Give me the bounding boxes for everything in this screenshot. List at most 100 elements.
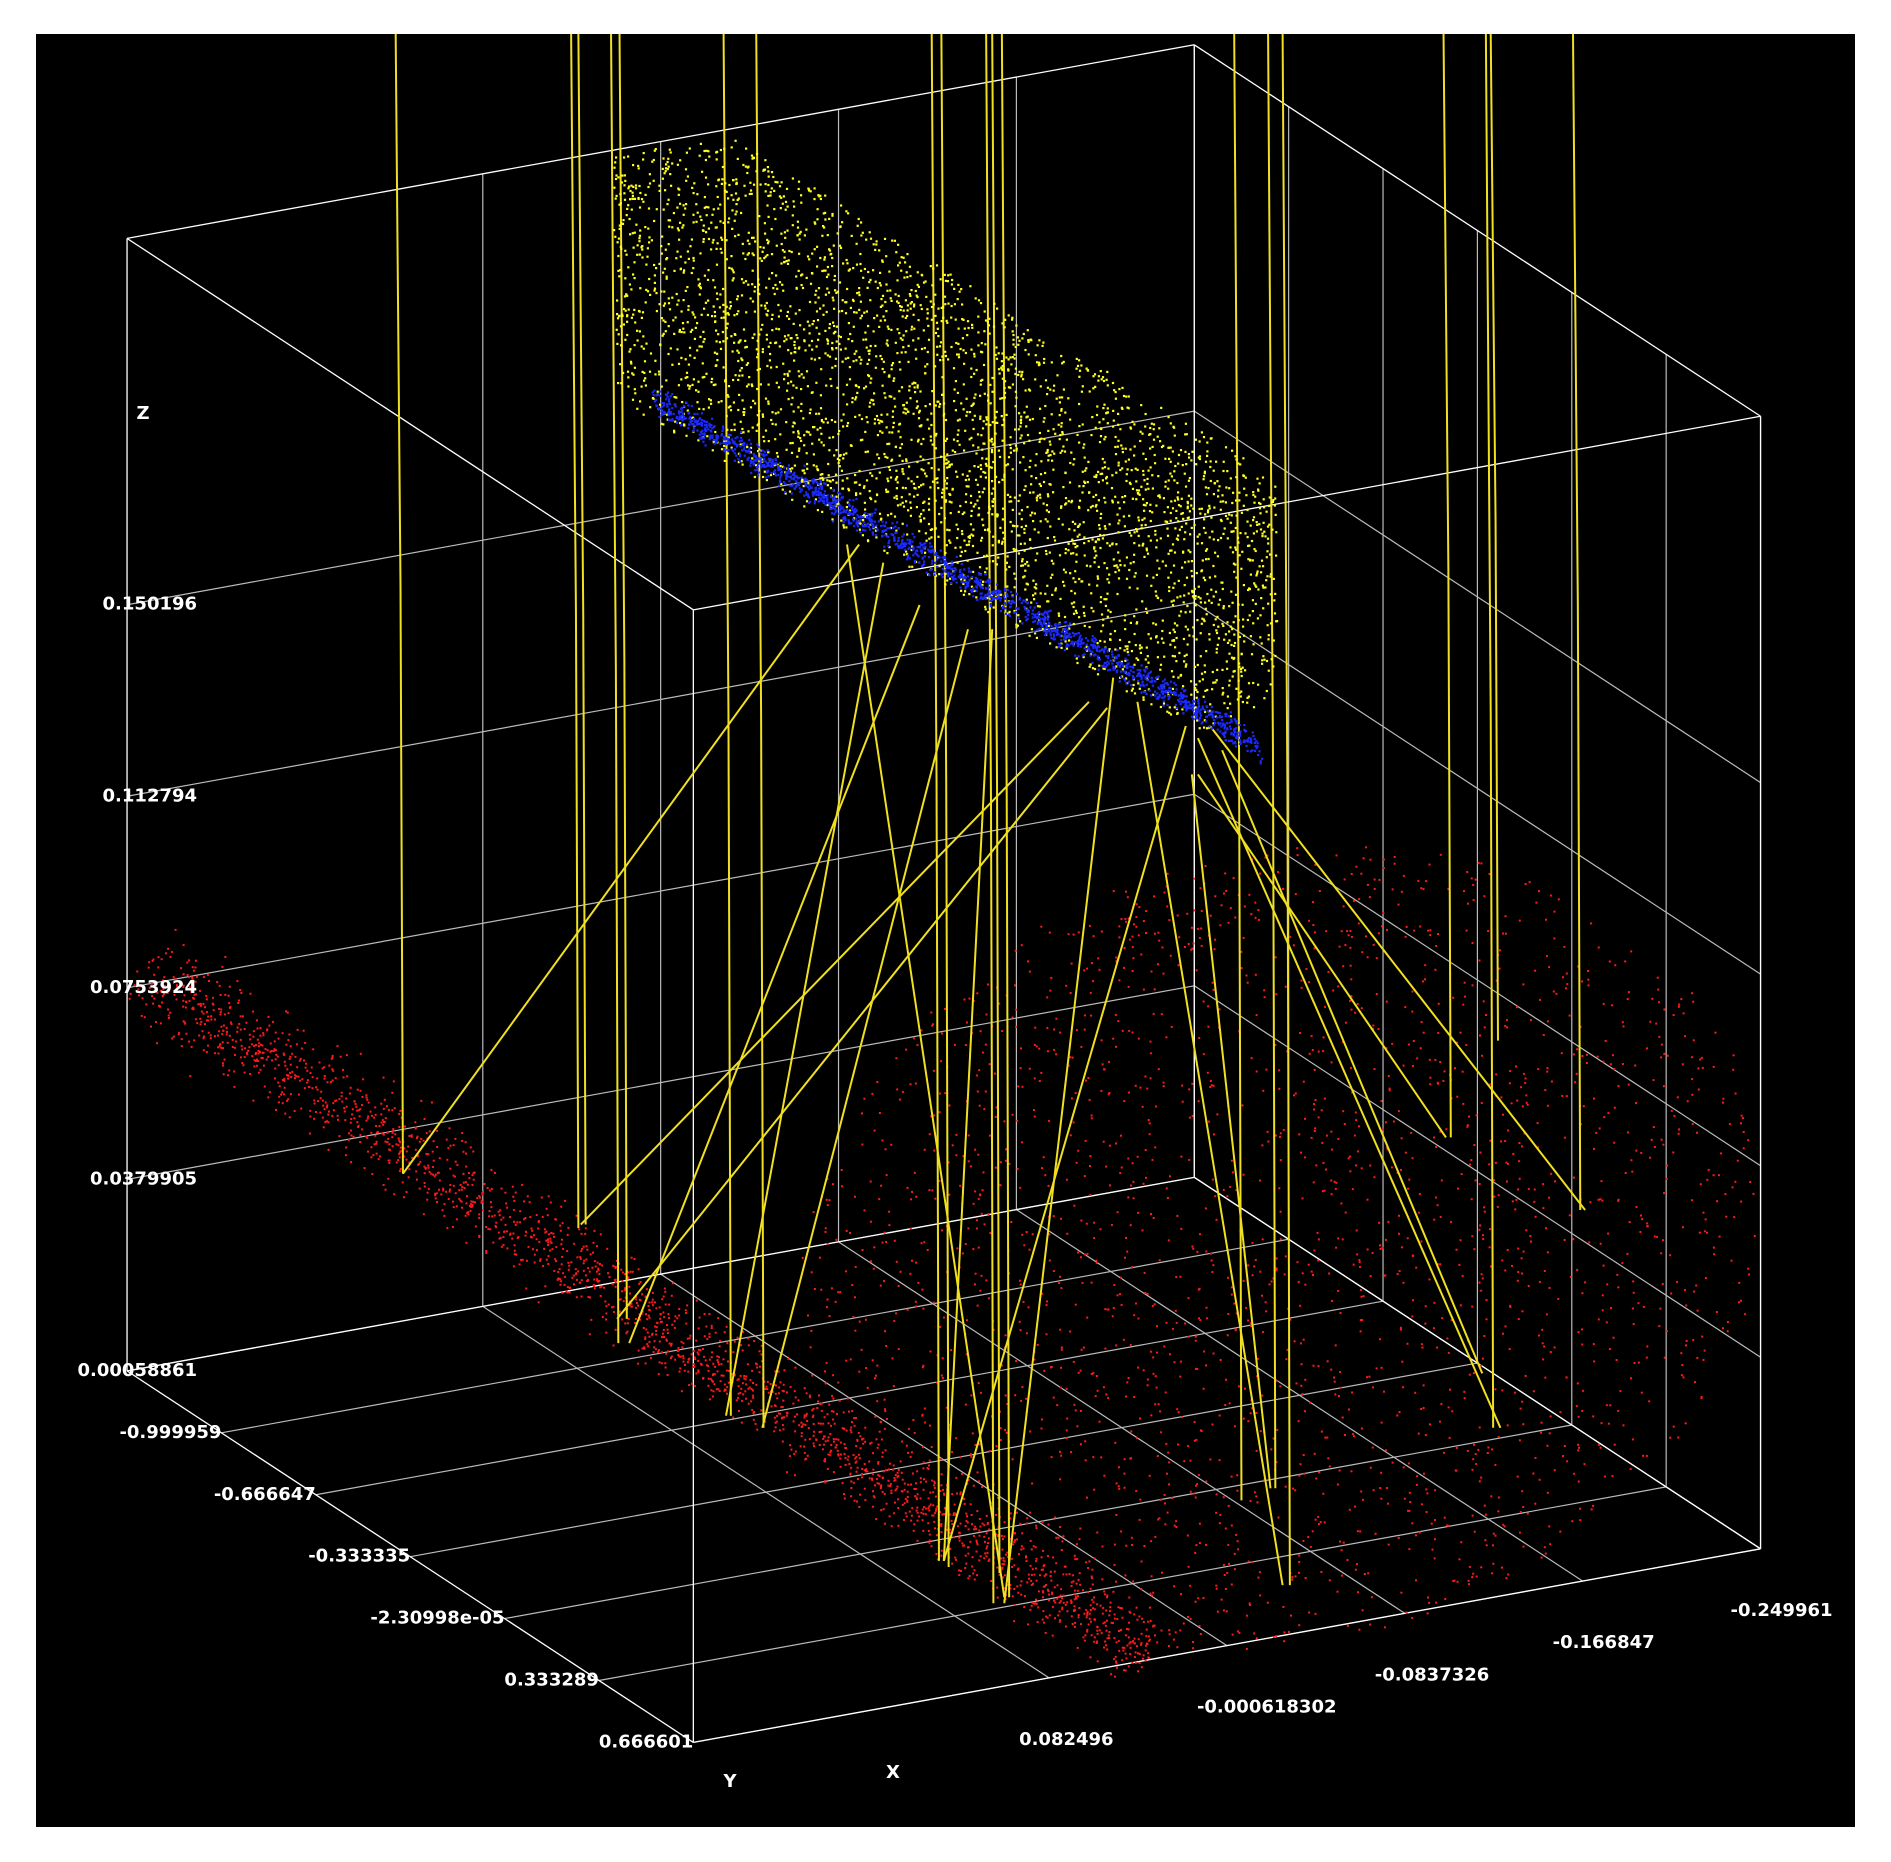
point	[688, 1384, 691, 1386]
point	[331, 1054, 334, 1057]
point	[532, 1248, 534, 1251]
box-edge	[126, 1176, 1195, 1372]
point	[365, 1119, 368, 1122]
point	[981, 1522, 984, 1525]
point	[1534, 1215, 1537, 1218]
point	[1622, 1025, 1625, 1028]
point	[256, 1038, 259, 1041]
point	[751, 1394, 754, 1397]
point	[1560, 1052, 1563, 1055]
point	[182, 1005, 185, 1008]
point	[990, 1580, 993, 1582]
point	[1365, 935, 1367, 938]
point	[222, 1064, 225, 1067]
point	[499, 1209, 502, 1212]
point	[695, 1299, 698, 1302]
point	[1322, 1050, 1325, 1053]
point	[407, 1145, 410, 1148]
point	[1056, 1404, 1059, 1407]
point	[708, 1335, 711, 1338]
point	[911, 1472, 914, 1475]
point	[979, 1525, 982, 1528]
point	[1197, 1597, 1200, 1600]
point	[1121, 1646, 1124, 1649]
point	[1351, 1391, 1354, 1394]
point	[1294, 1489, 1297, 1492]
point	[575, 1214, 578, 1217]
point	[356, 1088, 359, 1091]
point	[350, 1161, 353, 1164]
point	[1177, 579, 1180, 582]
point	[403, 1147, 406, 1150]
point	[934, 1197, 937, 1200]
point	[1326, 1360, 1329, 1363]
point	[1602, 1264, 1605, 1267]
point	[904, 351, 907, 354]
point	[983, 1524, 986, 1527]
point	[756, 1366, 759, 1369]
point	[330, 1057, 333, 1060]
point	[883, 1492, 886, 1495]
point	[1188, 1116, 1191, 1119]
point	[1096, 1632, 1099, 1635]
point	[1546, 1104, 1549, 1107]
point	[1718, 1174, 1720, 1177]
point	[1123, 1486, 1126, 1489]
point	[289, 1055, 292, 1058]
point	[941, 1377, 944, 1379]
point	[1203, 726, 1206, 729]
point	[1076, 1589, 1079, 1592]
point	[974, 1190, 977, 1193]
point	[555, 1260, 557, 1263]
point	[1176, 1408, 1179, 1411]
point	[1456, 1095, 1459, 1098]
point	[908, 293, 911, 296]
point	[1609, 1404, 1612, 1407]
point	[863, 1097, 866, 1100]
point	[1489, 1139, 1492, 1142]
point	[1456, 1580, 1459, 1583]
point	[379, 1155, 381, 1158]
point	[243, 1056, 246, 1059]
point	[682, 224, 685, 227]
point	[1041, 1521, 1044, 1524]
point	[1738, 1281, 1741, 1284]
point	[1080, 1219, 1083, 1222]
point	[788, 1455, 791, 1458]
point	[1135, 1302, 1137, 1305]
point	[1160, 599, 1163, 602]
point	[1123, 1458, 1126, 1461]
point	[1433, 1538, 1436, 1541]
point	[1435, 1146, 1438, 1148]
point	[462, 1172, 465, 1175]
point	[1276, 1380, 1279, 1383]
point	[1681, 1063, 1684, 1066]
point	[1236, 1540, 1239, 1543]
point	[1128, 568, 1131, 572]
point	[545, 1258, 548, 1261]
point	[935, 264, 939, 267]
point	[1118, 979, 1121, 982]
point	[1011, 1595, 1014, 1598]
point	[1149, 1040, 1152, 1043]
point	[787, 382, 790, 385]
point	[1680, 1374, 1683, 1377]
point	[445, 1138, 448, 1141]
point	[1051, 1591, 1054, 1594]
point	[1160, 406, 1163, 409]
point	[1191, 947, 1194, 950]
point	[1285, 1358, 1288, 1361]
point	[1038, 1080, 1041, 1082]
point	[585, 1258, 588, 1261]
point	[283, 1086, 286, 1089]
point	[959, 1493, 962, 1496]
point	[1009, 1587, 1012, 1590]
point	[1020, 1593, 1023, 1596]
point	[1030, 1584, 1033, 1586]
point	[1077, 1371, 1080, 1374]
point	[1525, 1229, 1528, 1232]
point	[1420, 1343, 1423, 1346]
point	[996, 307, 999, 310]
point	[1047, 1523, 1050, 1526]
point	[958, 1574, 961, 1576]
